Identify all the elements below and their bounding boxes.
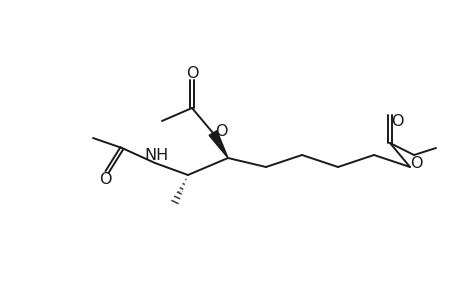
Text: O: O [390,115,403,130]
Text: O: O [409,155,421,170]
Polygon shape [209,131,228,158]
Text: O: O [99,172,111,187]
Text: O: O [214,124,227,140]
Text: ···: ··· [176,188,184,197]
Text: O: O [185,65,198,80]
Text: ···: ··· [216,140,224,149]
Text: NH: NH [145,148,169,163]
